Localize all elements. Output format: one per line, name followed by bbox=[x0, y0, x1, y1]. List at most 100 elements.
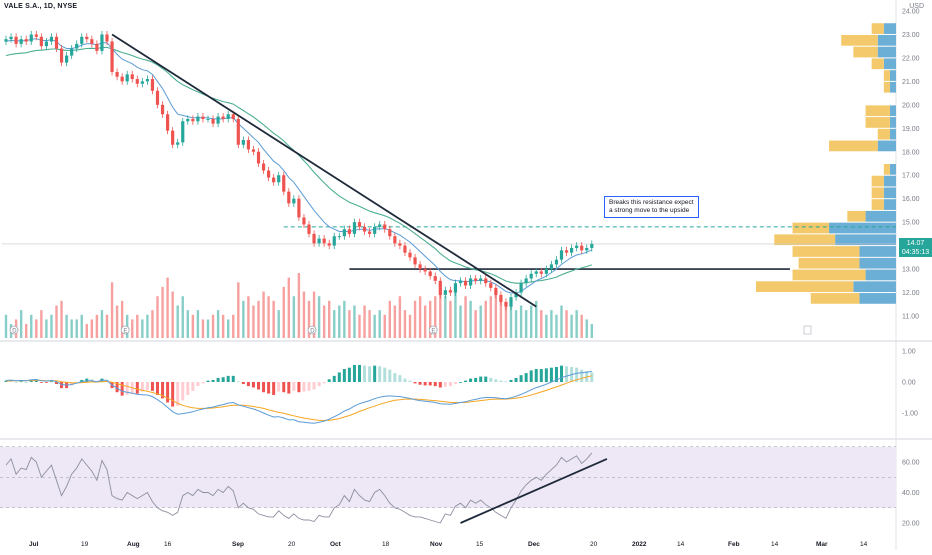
macd-histogram-bar bbox=[161, 382, 165, 399]
candle-body bbox=[80, 36, 84, 44]
volume-profile-up-bar bbox=[865, 210, 896, 222]
candle-body bbox=[9, 36, 13, 40]
volume-profile-up-bar bbox=[877, 46, 896, 58]
currency-label[interactable]: USD bbox=[909, 3, 924, 10]
candle-body bbox=[322, 238, 326, 244]
candle-body bbox=[4, 39, 8, 42]
volume-bar bbox=[474, 310, 477, 338]
event-marker bbox=[9, 325, 19, 335]
volume-profile-down-bar bbox=[853, 46, 878, 58]
volume-bar bbox=[131, 319, 134, 338]
rsi-tick-label: 60.00 bbox=[902, 460, 920, 467]
candle-body bbox=[408, 252, 412, 258]
volume-profile-up-bar bbox=[883, 175, 896, 187]
price-tick-label: 23.00 bbox=[902, 32, 920, 39]
macd-histogram-bar bbox=[453, 382, 457, 385]
volume-bar bbox=[514, 310, 518, 338]
ema-fast-line bbox=[5, 38, 593, 294]
candle-body bbox=[261, 163, 266, 171]
volume-bar bbox=[398, 296, 402, 338]
volume-bar bbox=[156, 296, 159, 338]
candle-body bbox=[388, 229, 392, 237]
x-axis-label: 18 bbox=[382, 541, 390, 548]
macd-histogram-bar bbox=[544, 368, 548, 382]
candle-body bbox=[186, 118, 190, 122]
volume-profile-up-bar bbox=[877, 140, 896, 152]
candle-body bbox=[241, 140, 245, 145]
candle-body bbox=[549, 264, 553, 270]
macd-histogram-bar bbox=[398, 375, 402, 382]
volume-bar bbox=[418, 296, 422, 338]
volume-bar bbox=[434, 296, 437, 338]
macd-histogram-bar bbox=[534, 369, 538, 382]
last-price-tag: 14.07 04:35:13 bbox=[899, 238, 932, 257]
macd-histogram-bar bbox=[4, 380, 8, 382]
volume-bar bbox=[105, 314, 109, 338]
volume-bar bbox=[227, 319, 230, 338]
rsi-tick-label: 20.00 bbox=[902, 521, 920, 528]
price-tick-label: 20.00 bbox=[902, 102, 920, 109]
volume-bar bbox=[257, 300, 260, 338]
volume-profile-up-bar bbox=[889, 164, 896, 175]
volume-bar bbox=[191, 314, 195, 338]
x-axis-label: 19 bbox=[81, 541, 89, 548]
volume-profile-up-bar bbox=[889, 70, 896, 81]
volume-bar bbox=[151, 310, 154, 338]
volume-bar bbox=[50, 314, 53, 338]
volume-bar bbox=[307, 300, 311, 338]
volume-bar bbox=[115, 305, 119, 338]
price-tick-label: 18.00 bbox=[902, 149, 920, 156]
candle-body bbox=[14, 36, 18, 44]
candle-body bbox=[176, 142, 180, 145]
rsi-tick-label: 40.00 bbox=[902, 490, 920, 497]
price-tick-label: 15.00 bbox=[902, 220, 920, 227]
candle-body bbox=[90, 39, 94, 44]
macd-line bbox=[5, 371, 592, 424]
candle-body bbox=[534, 271, 538, 274]
volume-profile-up-bar bbox=[883, 58, 896, 70]
candle-body bbox=[39, 36, 43, 47]
volume-bar bbox=[494, 291, 498, 338]
volume-bar bbox=[322, 305, 326, 338]
candle-body bbox=[378, 224, 382, 227]
volume-bar bbox=[60, 300, 63, 338]
candle-body bbox=[514, 292, 518, 298]
volume-bar bbox=[328, 300, 331, 338]
volume-bar bbox=[489, 296, 492, 338]
volume-profile-up-bar bbox=[865, 269, 896, 281]
volume-bar bbox=[4, 314, 8, 338]
volume-profile-down-bar bbox=[871, 175, 884, 187]
volume-bar bbox=[439, 286, 442, 338]
candle-body bbox=[85, 36, 89, 40]
macd-histogram-bar bbox=[459, 382, 462, 383]
x-axis-label: Sep bbox=[232, 541, 244, 548]
candle-body bbox=[110, 41, 114, 72]
macd-histogram-bar bbox=[181, 382, 185, 401]
volume-bar bbox=[368, 310, 371, 338]
volume-profile-down-bar bbox=[871, 199, 884, 210]
candle-body bbox=[357, 222, 362, 227]
macd-histogram-bar bbox=[565, 366, 569, 382]
macd-histogram-bar bbox=[373, 365, 377, 382]
macd-histogram-bar bbox=[549, 367, 553, 382]
candle-body bbox=[29, 34, 33, 42]
price-tick-label: 11.00 bbox=[902, 314, 919, 321]
volume-bar bbox=[171, 291, 174, 338]
macd-histogram-bar bbox=[554, 366, 558, 382]
symbol-title[interactable]: VALE S.A., 1D, NYSE bbox=[4, 3, 78, 10]
volume-bar bbox=[585, 319, 588, 338]
candle-body bbox=[554, 259, 559, 265]
volume-bar bbox=[40, 310, 43, 338]
volume-profile-down-bar bbox=[871, 58, 884, 70]
candle-body bbox=[287, 191, 291, 204]
volume-profile-down-bar bbox=[865, 117, 890, 128]
candle-body bbox=[49, 36, 54, 42]
macd-histogram-bar bbox=[24, 382, 28, 383]
volume-profile-down-bar bbox=[865, 105, 890, 117]
annotation-callout[interactable]: Breaks this resistance expect a strong m… bbox=[604, 196, 699, 218]
candle-body bbox=[105, 34, 109, 42]
candle-body bbox=[433, 276, 437, 281]
volume-bar bbox=[252, 305, 255, 338]
x-axis-label: 14 bbox=[677, 541, 685, 548]
